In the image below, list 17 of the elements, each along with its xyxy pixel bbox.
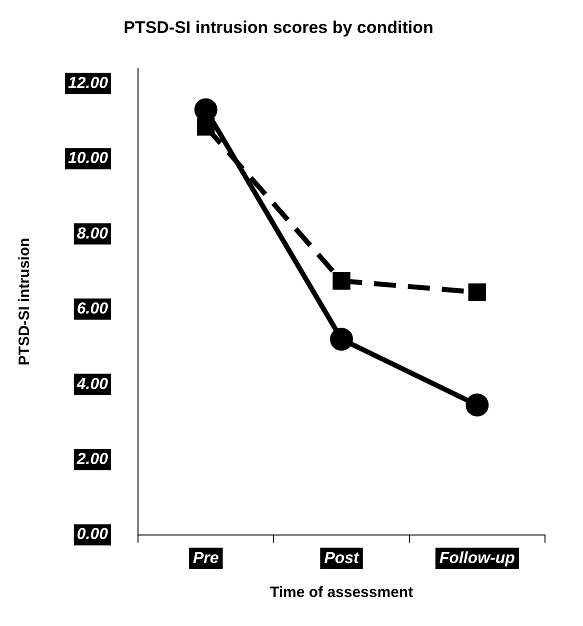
y-tick-label: 2.00 <box>76 450 108 468</box>
y-tick-label: 8.00 <box>76 225 108 242</box>
point <box>332 272 350 290</box>
y-tick-label: 12.00 <box>68 74 108 92</box>
point <box>468 283 486 302</box>
y-tick-label: 6.00 <box>76 300 108 318</box>
y-tick-label: 10.00 <box>68 150 108 168</box>
y-tick-label: 4.00 <box>76 376 108 393</box>
chart-title: PTSD-SI intrusion scores by condition <box>124 18 434 37</box>
y-axis-title: PTSD-SI intrusion <box>16 238 34 366</box>
y-tick-label: 0.00 <box>76 526 108 544</box>
x-tick-label: Pre <box>192 550 219 567</box>
x-tick-label: Post <box>324 550 360 567</box>
x-axis-title: Time of assessment <box>270 584 414 602</box>
point <box>466 394 489 417</box>
x-tick-label: Follow-up <box>439 550 516 567</box>
point <box>330 328 354 351</box>
